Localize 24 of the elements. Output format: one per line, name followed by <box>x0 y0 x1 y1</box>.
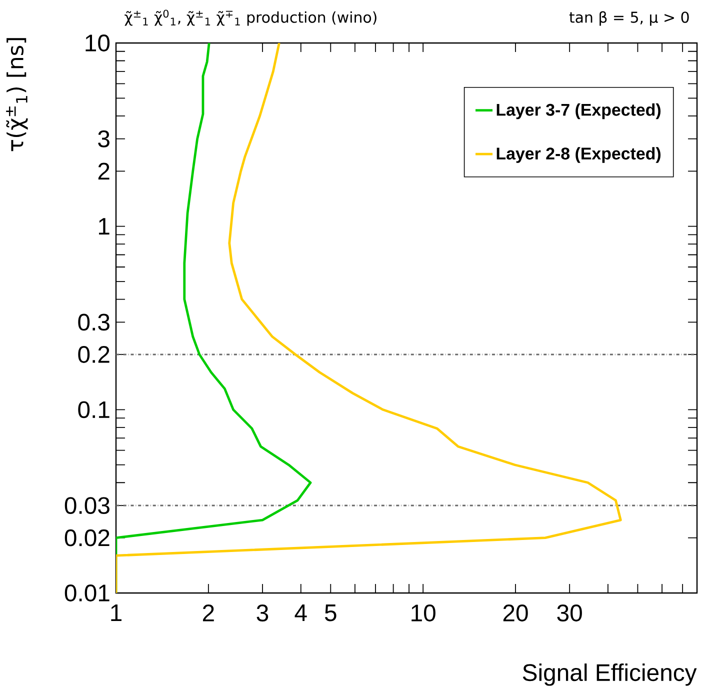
x-tick-label: 1 <box>111 604 122 621</box>
legend-label: Layer 3-7 (Expected) <box>496 103 661 120</box>
y-tick-label: 3 <box>98 130 110 148</box>
y-tick-label: 0.03 <box>64 497 110 514</box>
y-tick-label: 0.2 <box>78 346 110 363</box>
y-tick-label: 1 <box>99 218 110 235</box>
x-tick-label: 30 <box>557 604 582 622</box>
y-tick-label: 2 <box>98 162 110 180</box>
x-tick-label: 20 <box>503 604 528 622</box>
x-tick-label: 2 <box>202 604 214 622</box>
y-axis-title: τ(χ̃$^{±}$$_{1}$) [ns] <box>6 38 28 152</box>
y-tick-label: 0.3 <box>78 314 110 331</box>
x-tick-label: 3 <box>256 604 268 622</box>
legend-label: Layer 2-8 (Expected) <box>496 147 661 163</box>
chart-title: χ̃$^{±}$$_{1}$ χ̃$^{0}$$_{1}$, χ̃$^{±}$$_{1}$ χ̃$^{∓}$$_{1}$ production (wino) <box>124 10 376 26</box>
y-tick-label: 0.1 <box>78 401 110 418</box>
x-axis-title: Signal Efficiency <box>522 664 697 686</box>
x-tick-label: 10 <box>412 604 436 622</box>
chart-subtitle: tan β = 5, μ > 0 <box>569 11 689 26</box>
x-tick-label: 4 <box>294 604 307 621</box>
y-tick-label: 10 <box>86 34 110 52</box>
x-tick-label: 5 <box>324 604 336 622</box>
y-tick-label: 0.02 <box>64 529 110 546</box>
y-tick-label: 0.01 <box>64 584 110 602</box>
